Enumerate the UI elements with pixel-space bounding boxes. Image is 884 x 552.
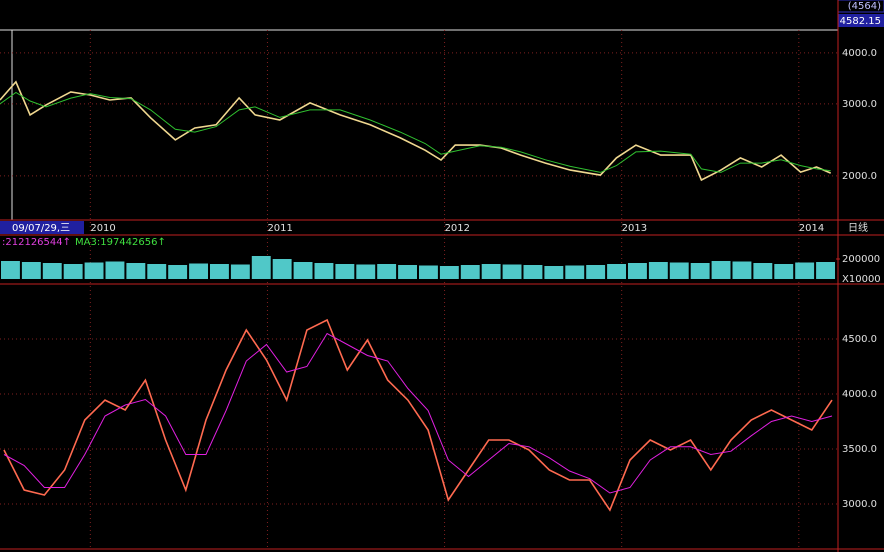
volume-bar bbox=[648, 262, 668, 279]
unit-label: X10000 bbox=[842, 274, 881, 285]
x-tick-label: 2013 bbox=[622, 223, 647, 234]
current-price: 4582.15 bbox=[840, 16, 881, 27]
y-tick-label: 4000.0 bbox=[842, 48, 877, 59]
volume-bar bbox=[439, 266, 459, 279]
y-tick-label: 3000.0 bbox=[842, 99, 877, 110]
volume-bar bbox=[628, 263, 647, 279]
volume-bar bbox=[607, 264, 626, 279]
volume-bar bbox=[293, 262, 313, 279]
indicator: MA3:197442656↑ bbox=[75, 237, 166, 248]
volume-bar bbox=[335, 264, 355, 279]
volume-bar bbox=[690, 263, 710, 279]
volume-bar bbox=[669, 262, 689, 279]
volume-bar bbox=[168, 265, 188, 279]
volume-bar bbox=[419, 265, 438, 279]
price-line bbox=[3, 332, 833, 494]
volume-bar bbox=[230, 264, 250, 279]
volume-bar bbox=[502, 264, 522, 279]
volume-bar bbox=[774, 264, 794, 279]
volume-bar bbox=[210, 264, 229, 279]
volume-bar bbox=[356, 264, 376, 279]
y-tick-label: 200000 bbox=[842, 254, 880, 265]
volume-bar bbox=[251, 256, 271, 279]
x-tick-label: 2012 bbox=[445, 223, 470, 234]
stock-code: (4564) bbox=[848, 1, 881, 12]
date-label: 09/07/29,三 bbox=[12, 223, 70, 234]
x-tick-label: 2014 bbox=[799, 223, 824, 234]
volume-bar bbox=[565, 265, 585, 279]
volume-bar bbox=[63, 264, 83, 279]
volume-bar bbox=[460, 265, 480, 279]
y-tick-label: 4000.0 bbox=[842, 389, 877, 400]
volume-bar bbox=[126, 263, 146, 279]
volume-bar bbox=[272, 259, 292, 279]
volume-bar bbox=[586, 265, 606, 279]
volume-bar bbox=[1, 261, 20, 279]
volume-bar bbox=[816, 262, 835, 279]
price-line bbox=[0, 91, 831, 173]
y-tick-label: 2000.0 bbox=[842, 171, 877, 182]
volume-bar bbox=[523, 265, 543, 279]
price-line bbox=[3, 318, 833, 512]
volume-bar bbox=[795, 262, 815, 279]
period-label: 日线 bbox=[848, 221, 868, 234]
x-tick-label: 2011 bbox=[267, 223, 292, 234]
volume-bar bbox=[84, 262, 104, 279]
y-tick-label: 4500.0 bbox=[842, 334, 877, 345]
volume-bar bbox=[314, 263, 334, 279]
volume-bar bbox=[544, 266, 564, 279]
indicator: :212126544↑ bbox=[2, 237, 71, 248]
volume-bar bbox=[481, 264, 501, 279]
x-tick-label: 2010 bbox=[90, 223, 115, 234]
y-tick-label: 3500.0 bbox=[842, 444, 877, 455]
date-box bbox=[0, 221, 84, 234]
volume-bar bbox=[21, 262, 41, 279]
price-box bbox=[838, 14, 884, 27]
volume-bar bbox=[189, 263, 208, 279]
volume-bar bbox=[42, 263, 62, 279]
volume-bar bbox=[753, 263, 773, 279]
volume-bar bbox=[147, 264, 167, 279]
volume-bar bbox=[105, 261, 125, 279]
volume-bar bbox=[711, 261, 731, 279]
volume-bar bbox=[732, 261, 752, 279]
price-line bbox=[0, 80, 832, 182]
volume-bar bbox=[398, 265, 417, 279]
y-tick-label: 3000.0 bbox=[842, 499, 877, 510]
volume-bar bbox=[377, 264, 397, 279]
